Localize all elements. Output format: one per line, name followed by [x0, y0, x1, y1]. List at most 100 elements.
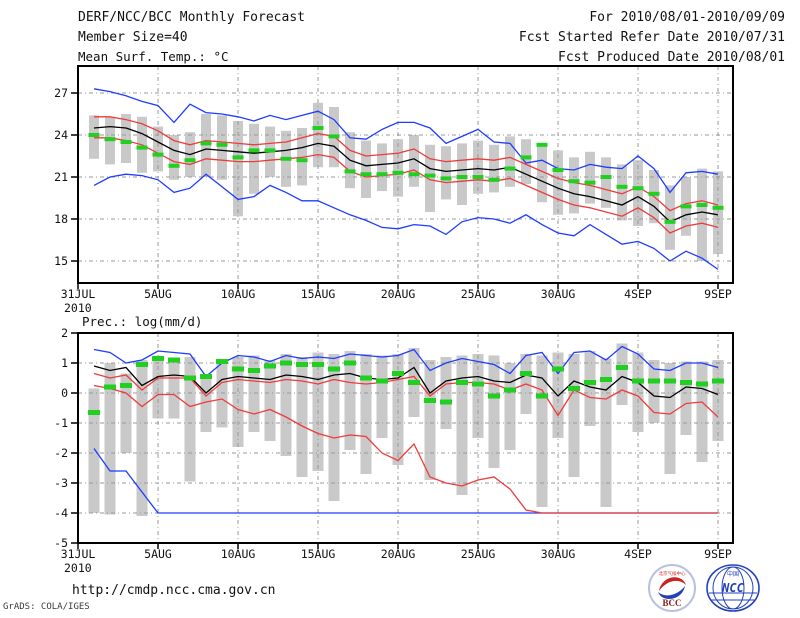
- observation-dash: [248, 148, 260, 153]
- x-tick-label: 25AUG: [460, 287, 496, 301]
- observation-dash: [216, 142, 228, 147]
- spread-bar: [600, 358, 612, 507]
- x-tick-label: 31JUL: [60, 547, 96, 561]
- x-tick-label: 25AUG: [460, 547, 496, 561]
- spread-bar: [664, 363, 676, 474]
- observation-dash: [360, 172, 372, 177]
- y-tick-label: 21: [54, 170, 68, 184]
- spread-bar: [568, 354, 580, 477]
- spread-bar: [152, 357, 164, 419]
- observation-dash: [88, 410, 100, 415]
- observation-dash: [120, 140, 132, 144]
- spread-bar: [89, 115, 99, 159]
- spread-bar: [216, 360, 228, 428]
- observation-dash: [232, 155, 244, 160]
- observation-dash: [648, 378, 660, 384]
- observation-dash: [584, 180, 596, 185]
- observation-dash: [616, 184, 628, 189]
- spread-bar: [697, 168, 707, 261]
- observation-dash: [568, 386, 580, 391]
- x-tick-label: 30AUG: [540, 287, 576, 301]
- spread-bar: [616, 343, 628, 405]
- spread-bar: [392, 354, 404, 465]
- observation-dash: [536, 393, 548, 399]
- y-tick-label: 24: [54, 128, 68, 142]
- observation-dash: [680, 204, 692, 209]
- spread-bar: [601, 157, 611, 208]
- observation-dash: [712, 205, 724, 210]
- spread-bar: [280, 354, 292, 456]
- spread-bar: [584, 351, 596, 426]
- observation-dash: [376, 378, 388, 384]
- x-tick-label: 5AUG: [144, 547, 172, 561]
- spread-bar: [537, 146, 547, 203]
- ncc-ring-text: 中国: [727, 570, 739, 578]
- chart-frame: [77, 332, 734, 544]
- spread-bar: [440, 357, 452, 429]
- spread-bar: [441, 146, 451, 200]
- observation-dash: [280, 360, 292, 366]
- y-tick-label: -2: [54, 446, 68, 460]
- spread-bars: [89, 102, 723, 261]
- observation-dash: [504, 166, 516, 171]
- observation-dash: [696, 203, 708, 207]
- spread-bar: [409, 135, 419, 187]
- x-tick-label: 20AUG: [380, 547, 416, 561]
- observation-dash: [456, 175, 468, 179]
- observation-dash: [328, 134, 340, 139]
- precipitation-chart-title: Prec.: log(mm/d): [82, 314, 203, 329]
- observation-dash: [296, 158, 308, 163]
- observation-dash: [440, 399, 452, 405]
- x-tick-label: 20AUG: [380, 287, 416, 301]
- spread-bar: [297, 128, 307, 186]
- observation-dash: [664, 378, 676, 384]
- observation-dash: [168, 163, 180, 168]
- spread-bar: [457, 143, 467, 205]
- observation-dash: [648, 191, 660, 196]
- observation-dash: [312, 126, 324, 130]
- observation-dash: [632, 378, 644, 384]
- observation-dash: [520, 155, 532, 160]
- x-tick-label: 15AUG: [300, 547, 336, 561]
- observation-dash: [456, 380, 468, 385]
- series-mean-minus-std: [93, 384, 718, 514]
- y-tick-label: -3: [54, 476, 68, 490]
- observation-dashes: [88, 356, 724, 415]
- observation-dash: [200, 141, 212, 146]
- observation-dashes: [88, 126, 724, 224]
- series-mean-plus-std: [93, 372, 719, 418]
- spread-bar: [120, 373, 132, 453]
- series-mean-plus-std: [94, 116, 719, 212]
- plot-title: DERF/NCC/BCC Monthly Forecast: [78, 10, 305, 25]
- x-tick-label: 31JUL: [60, 287, 96, 301]
- observation-dash: [168, 357, 180, 363]
- spread-bar: [169, 135, 179, 180]
- observation-dash: [440, 176, 452, 181]
- observation-dash: [120, 383, 132, 388]
- observation-dash: [712, 378, 724, 384]
- precipitation-chart: [71, 332, 734, 549]
- observation-dash: [552, 168, 564, 172]
- spread-bar: [104, 363, 116, 515]
- y-tick-label: -1: [54, 416, 68, 430]
- spread-bar: [665, 185, 675, 250]
- observation-dash: [520, 371, 532, 376]
- observation-dash: [408, 172, 420, 177]
- x-tick-label: 9SEP: [704, 287, 732, 301]
- bcc-blue-swoosh: [658, 586, 685, 599]
- x-tick-label: 5AUG: [144, 287, 172, 301]
- observation-dash: [472, 381, 484, 387]
- series-ensemble-mean: [93, 365, 719, 399]
- observation-dash: [536, 142, 548, 147]
- spread-bar: [201, 114, 211, 177]
- spread-bar: [504, 363, 516, 450]
- agency-logos: 北京气候中心 BCC 中国 NCC: [648, 564, 760, 612]
- chart-frame: [77, 65, 734, 284]
- x-tick-label: 10AUG: [220, 287, 256, 301]
- observation-dash: [472, 175, 484, 179]
- x-tick-label: 15AUG: [300, 287, 336, 301]
- axis-ticks: [71, 332, 719, 549]
- x-tick-label: 30AUG: [540, 547, 576, 561]
- temperature-chart-title: Mean Surf. Temp.: °C: [78, 49, 229, 64]
